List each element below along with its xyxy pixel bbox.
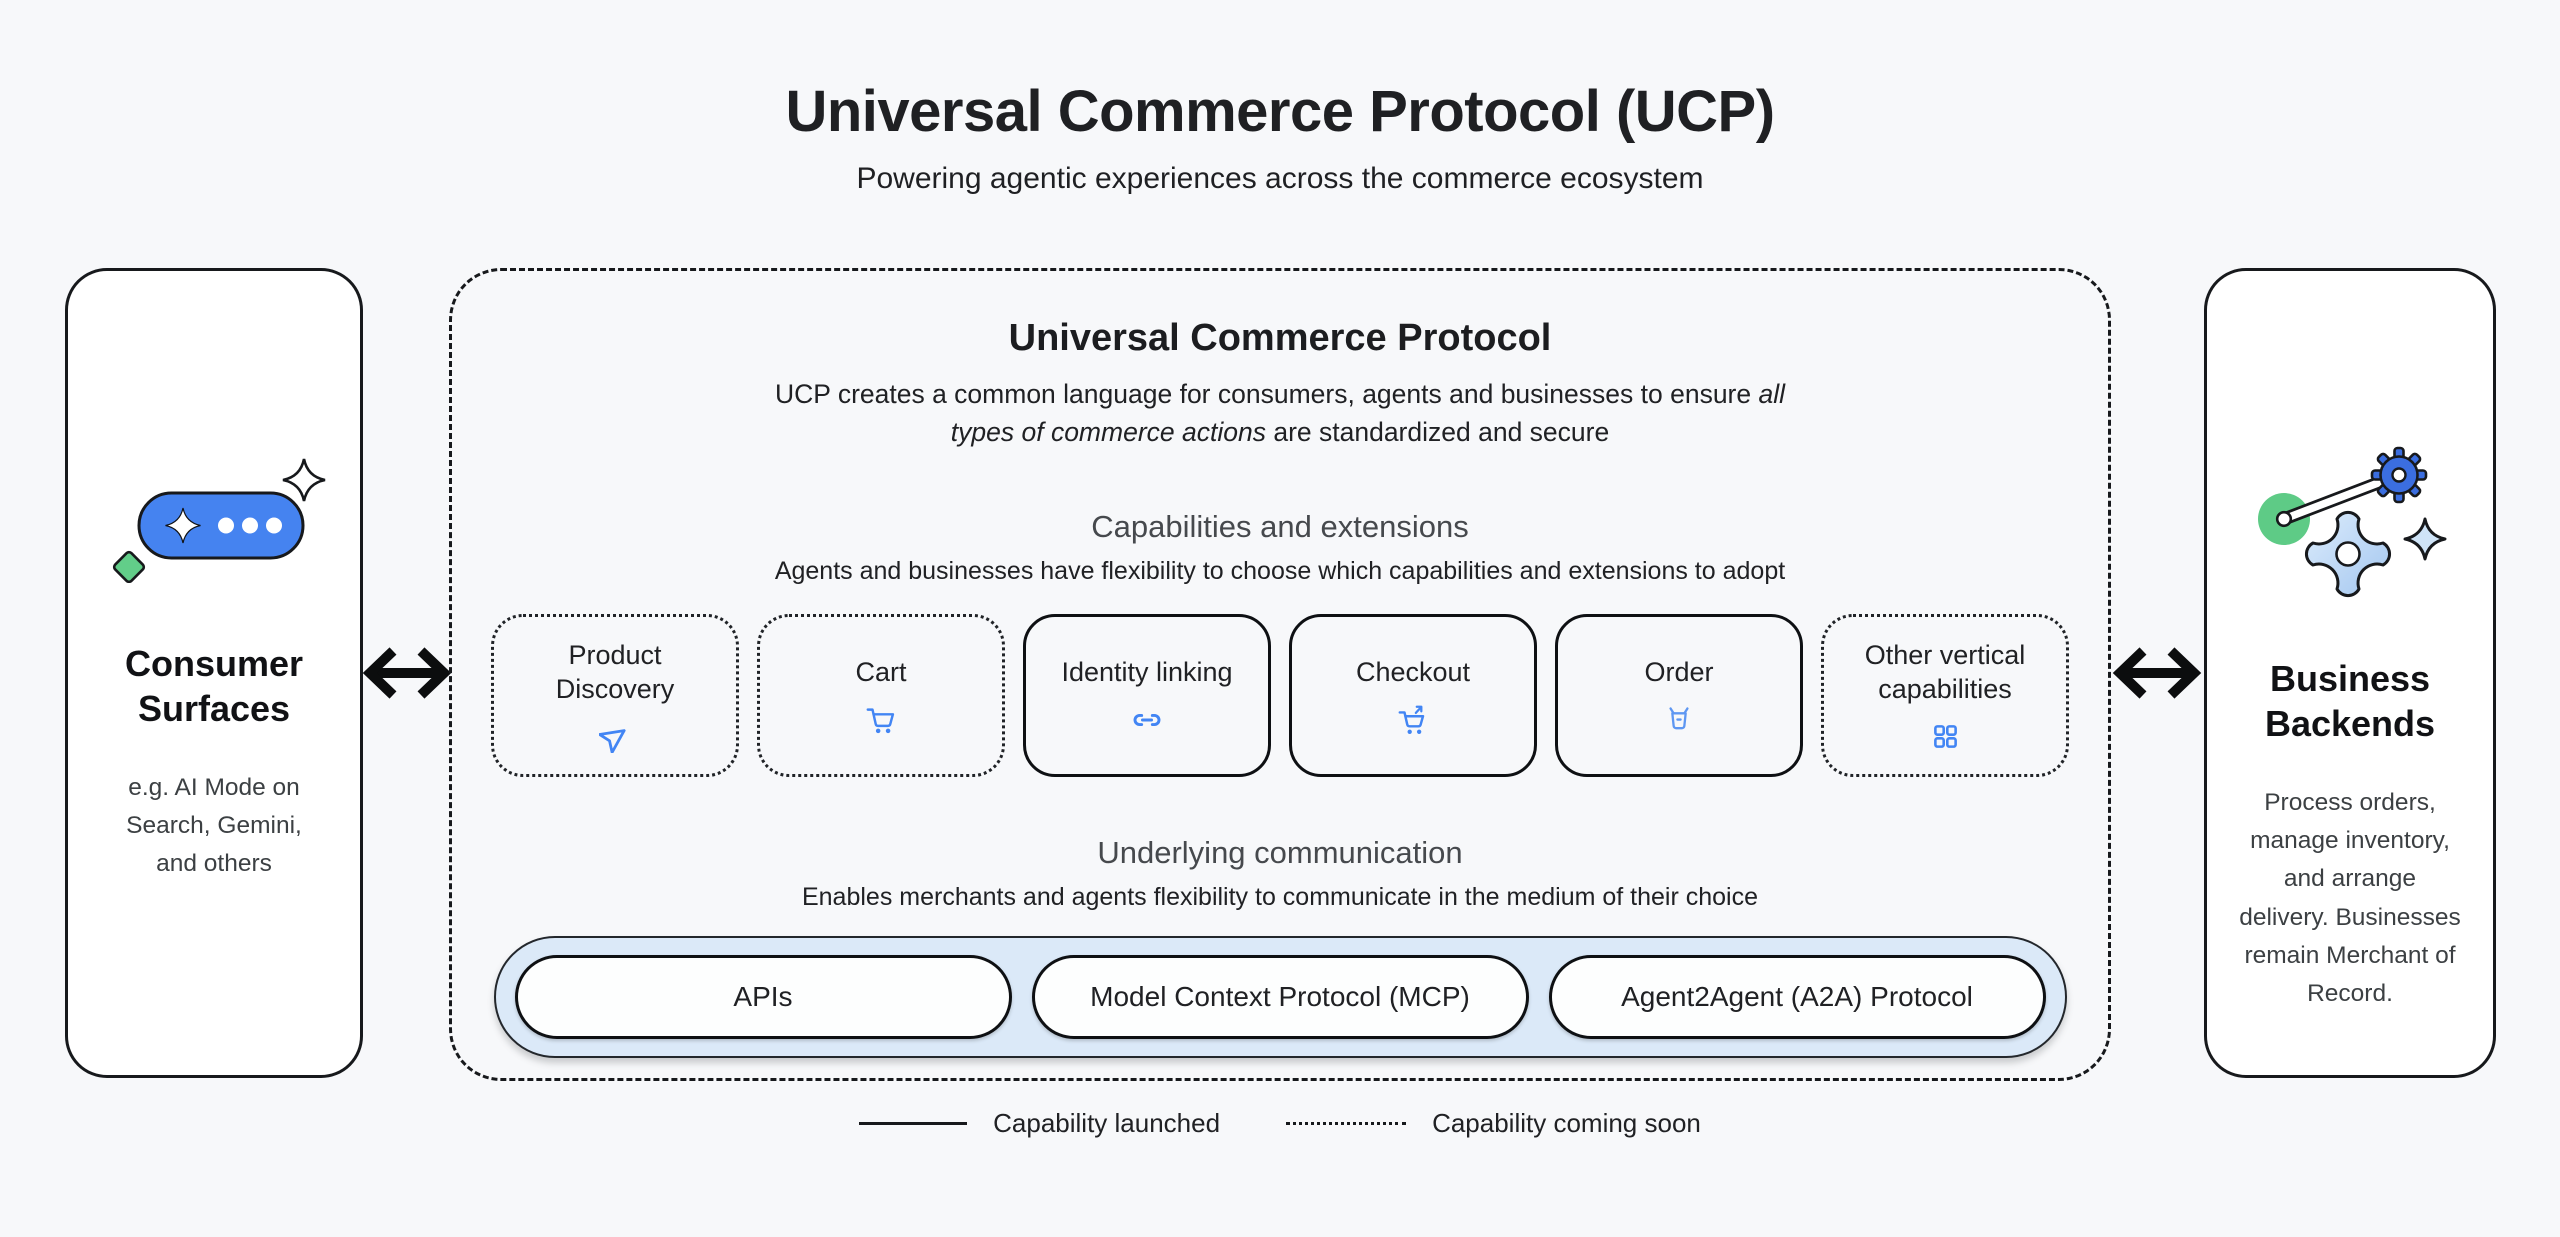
ucp-title: Universal Commerce Protocol [1008, 317, 1552, 359]
capabilities-section-subtitle: Agents and businesses have flexibility t… [774, 557, 1786, 586]
legend-item-launched: Capability launched [859, 1108, 1220, 1139]
capability-label: Checkout [1355, 656, 1471, 687]
capability-label: Identity linking [1061, 656, 1233, 687]
page-title: Universal Commerce Protocol (UCP) [785, 79, 1775, 144]
ucp-description-suffix: are standardized and secure [1265, 416, 1610, 447]
pill-mcp: Model Context Protocol (MCP) [1031, 955, 1529, 1040]
capabilities-section-title: Capabilities and extensions [1091, 509, 1469, 545]
pill-apis: APIs [514, 955, 1012, 1040]
communication-bar: APIs Model Context Protocol (MCP) Agent2… [493, 936, 2067, 1059]
cart-icon [864, 703, 898, 737]
capability-other-vertical: Other vertical capabilities [1821, 614, 2069, 778]
consumer-surfaces-card: Consumer Surfaces e.g. AI Mode on Search… [65, 268, 363, 1078]
gears-illustration [2244, 426, 2456, 598]
capabilities-row: Product Discovery Cart [491, 614, 2069, 778]
capability-label: Order [1644, 656, 1714, 687]
ucp-container: Universal Commerce Protocol UCP creates … [449, 268, 2111, 1081]
business-backends-description: Process orders, manage inventory, and ar… [2239, 789, 2461, 1008]
page-subtitle: Powering agentic experiences across the … [856, 162, 1704, 195]
cart-checkout-icon [1396, 703, 1430, 737]
chat-sparkle-illustration [98, 453, 330, 583]
order-bin-icon [1663, 703, 1695, 737]
link-icon [1131, 703, 1163, 737]
communication-section-subtitle: Enables merchants and agents flexibility… [801, 883, 1759, 912]
business-backends-card: Business Backends Process orders, manage… [2204, 268, 2496, 1078]
ucp-description: UCP creates a common language for consum… [750, 376, 1810, 451]
business-backends-title: Business Backends [2264, 658, 2436, 744]
ucp-description-prefix: UCP creates a common language for consum… [774, 379, 1759, 409]
capability-label: Product Discovery [555, 639, 675, 705]
capability-checkout: Checkout [1289, 614, 1537, 778]
legend-coming-soon-label: Capability coming soon [1432, 1108, 1701, 1138]
capability-label: Cart [855, 656, 907, 687]
send-icon [599, 720, 631, 754]
grid-icon [1932, 720, 1959, 754]
solid-line-swatch [859, 1122, 968, 1125]
ucp-description-italic: all types of commerce actions [950, 379, 1786, 447]
legend-item-coming-soon: Capability coming soon [1286, 1108, 1701, 1139]
capability-label: Other vertical capabilities [1864, 639, 2026, 705]
communication-section-title: Underlying communication [1097, 835, 1463, 871]
right-bidirectional-arrow [2112, 642, 2202, 704]
capability-cart: Cart [757, 614, 1005, 778]
consumer-surfaces-title: Consumer Surfaces [124, 643, 304, 729]
dotted-line-swatch [1286, 1122, 1407, 1125]
consumer-surfaces-description: e.g. AI Mode on Search, Gemini, and othe… [126, 774, 302, 878]
capability-order: Order [1555, 614, 1803, 778]
left-bidirectional-arrow [362, 642, 452, 704]
legend: Capability launched Capability coming so… [0, 1108, 2560, 1139]
capability-identity-linking: Identity linking [1023, 614, 1271, 778]
legend-launched-label: Capability launched [993, 1108, 1221, 1138]
capability-product-discovery: Product Discovery [491, 614, 739, 778]
pill-a2a: Agent2Agent (A2A) Protocol [1548, 955, 2046, 1040]
